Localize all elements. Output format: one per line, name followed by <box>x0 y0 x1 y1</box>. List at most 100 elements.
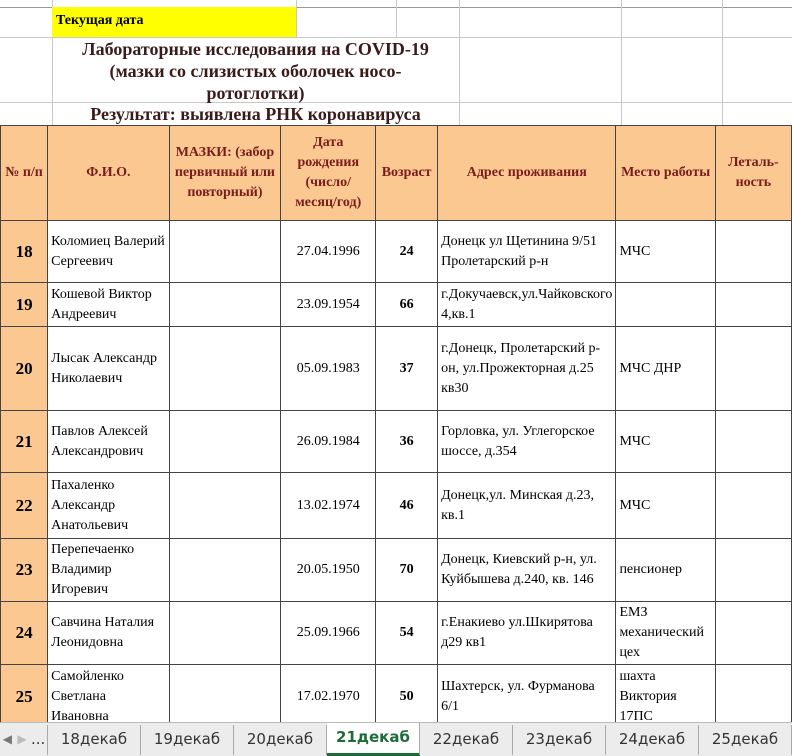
cell-lethal[interactable] <box>714 538 792 602</box>
sheet-tab[interactable]: 24декаб <box>606 725 699 755</box>
cell-age[interactable]: 36 <box>375 410 439 473</box>
sheet-title-line: (мазки со слизистых оболочек носо- <box>109 61 402 81</box>
table-row: 20 Лысак Александр Николаевич 05.09.1983 37… <box>0 326 792 411</box>
cell-swab[interactable] <box>168 282 282 327</box>
cell-dob[interactable]: 25.09.1966 <box>280 601 377 665</box>
cell-age[interactable]: 46 <box>375 472 439 539</box>
cell-swab[interactable] <box>168 472 282 539</box>
grid-line <box>296 0 297 37</box>
grid-line <box>52 0 53 125</box>
cell-name[interactable]: Кошевой Виктор Андреевич <box>47 282 170 327</box>
cell-work[interactable]: ЕМЗ механический цех <box>615 601 716 665</box>
cell-lethal[interactable] <box>714 472 792 539</box>
column-header: Дата рождения (число/ месяц/год) <box>280 125 377 221</box>
cell-dob[interactable]: 26.09.1984 <box>280 410 377 473</box>
cell-work[interactable]: МЧС <box>615 472 716 539</box>
cell-swab[interactable] <box>168 601 282 665</box>
cell-name[interactable]: Лысак Александр Николаевич <box>47 326 170 411</box>
result-line: Результат: выявлена РНК коронавируса <box>90 104 421 124</box>
sheet-tab[interactable]: 19декаб <box>141 725 234 755</box>
cell-lethal[interactable] <box>714 410 792 473</box>
cell-n[interactable]: 18 <box>0 220 49 283</box>
cell-n[interactable]: 23 <box>0 538 49 602</box>
cell-swab[interactable] <box>168 538 282 602</box>
cell-dob[interactable]: 20.05.1950 <box>280 538 377 602</box>
column-header: Место работы <box>615 125 716 221</box>
cell-work[interactable]: МЧС ДНР <box>615 326 716 411</box>
cell-address[interactable]: Донецк,ул. Минская д.23, кв.1 <box>437 472 617 539</box>
sheet-tabs-bar: ◀ ▶ ... 18декаб 19декаб 20декаб 21декаб 22де… <box>0 722 792 756</box>
cell-dob[interactable]: 13.02.1974 <box>280 472 377 539</box>
sheet-title-line: Лабораторные исследования на COVID-19 <box>82 39 429 59</box>
scroll-left-icon[interactable]: ◀ <box>2 732 12 746</box>
cell-dob[interactable]: 05.09.1983 <box>280 326 377 411</box>
cell-n[interactable]: 24 <box>0 601 49 665</box>
cell-age[interactable]: 54 <box>375 601 439 665</box>
cell-name[interactable]: Савчина Наталия Леонидовна <box>47 601 170 665</box>
sheet-tab[interactable]: 20декаб <box>234 725 327 755</box>
cell-address[interactable]: г.Енакиево ул.Шкирятова д29 кв1 <box>437 601 617 665</box>
sheet-tab[interactable]: 25декаб <box>699 725 792 755</box>
grid-line <box>0 37 792 38</box>
cell-name[interactable]: Пахаленко Александр Анатольевич <box>47 472 170 539</box>
cell-n[interactable]: 22 <box>0 472 49 539</box>
cell-name[interactable]: Коломиец Валерий Сергеевич <box>47 220 170 283</box>
cell-lethal[interactable] <box>714 220 792 283</box>
cell-work[interactable] <box>615 282 716 327</box>
scroll-right-icon[interactable]: ▶ <box>17 732 27 746</box>
cell-work[interactable]: шахта Виктория 17ПС <box>615 664 716 722</box>
cell-swab[interactable] <box>168 220 282 283</box>
table-row: 21 Павлов Алексей Александрович 26.09.1984… <box>0 410 792 473</box>
sheet-tab[interactable]: 23декаб <box>513 725 606 755</box>
more-tabs-button[interactable]: ... <box>29 725 48 755</box>
cell-address[interactable]: Шахтерск, ул. Фурманова 6/1 <box>437 664 617 722</box>
cell-lethal[interactable] <box>714 664 792 722</box>
cell-address[interactable]: г.Докучаевск,ул.Чайковского 4,кв.1 <box>437 282 617 327</box>
cell-swab[interactable] <box>168 664 282 722</box>
sheet-tab[interactable]: 18декаб <box>48 725 141 755</box>
cell-address[interactable]: Донецк ул Щетинина 9/51 Пролетарский р-н <box>437 220 617 283</box>
cell-lethal[interactable] <box>714 282 792 327</box>
column-header: Леталь-ность <box>714 125 792 221</box>
cell-lethal[interactable] <box>714 601 792 665</box>
cell-n[interactable]: 20 <box>0 326 49 411</box>
cell-age[interactable]: 66 <box>375 282 439 327</box>
table-row: 18 Коломиец Валерий Сергеевич 27.04.1996 24… <box>0 220 792 283</box>
column-header: Ф.И.О. <box>47 125 170 221</box>
column-header: Возраст <box>375 125 439 221</box>
table-row: 22 Пахаленко Александр Анатольевич 13.02.1… <box>0 472 792 539</box>
cell-dob[interactable]: 23.09.1954 <box>280 282 377 327</box>
column-header: № п/п <box>0 125 49 221</box>
cell-lethal[interactable] <box>714 326 792 411</box>
cell-n[interactable]: 21 <box>0 410 49 473</box>
sheet-tab[interactable]: 22декаб <box>420 725 513 755</box>
cell-swab[interactable] <box>168 326 282 411</box>
cell-age[interactable]: 37 <box>375 326 439 411</box>
grid-line <box>396 0 397 37</box>
spreadsheet-grid[interactable]: Текущая дата Лабораторные исследования н… <box>0 0 792 722</box>
cell-age[interactable]: 50 <box>375 664 439 722</box>
cell-address[interactable]: Донецк, Киевский р-н, ул. Куйбышева д.24… <box>437 538 617 602</box>
cell-age[interactable]: 24 <box>375 220 439 283</box>
table-row: 25 Самойленко Светлана Ивановна 17.02.1970… <box>0 664 792 722</box>
cell-work[interactable]: МЧС <box>615 410 716 473</box>
cell-work[interactable]: МЧС <box>615 220 716 283</box>
cell-name[interactable]: Перепечаенко Владимир Игоревич <box>47 538 170 602</box>
cell-dob[interactable]: 17.02.1970 <box>280 664 377 722</box>
cell-name[interactable]: Павлов Алексей Александрович <box>47 410 170 473</box>
cell-dob[interactable]: 27.04.1996 <box>280 220 377 283</box>
sheet-tab[interactable]: 21декаб <box>327 723 420 756</box>
cell-address[interactable]: Горловка, ул. Углегорское шоссе, д.354 <box>437 410 617 473</box>
cell-swab[interactable] <box>168 410 282 473</box>
cell-n[interactable]: 19 <box>0 282 49 327</box>
cell-name[interactable]: Самойленко Светлана Ивановна <box>47 664 170 722</box>
grid-line <box>0 102 792 103</box>
cell-age[interactable]: 70 <box>375 538 439 602</box>
grid-line <box>621 0 622 125</box>
grid-line <box>722 0 723 125</box>
cell-n[interactable]: 25 <box>0 664 49 722</box>
current-date-cell[interactable]: Текущая дата <box>52 7 296 37</box>
cell-address[interactable]: г.Донецк, Пролетарский р-он, ул.Прожекто… <box>437 326 617 411</box>
column-header: МАЗКИ: (забор первичный или повторный) <box>168 125 282 221</box>
cell-work[interactable]: пенсионер <box>615 538 716 602</box>
